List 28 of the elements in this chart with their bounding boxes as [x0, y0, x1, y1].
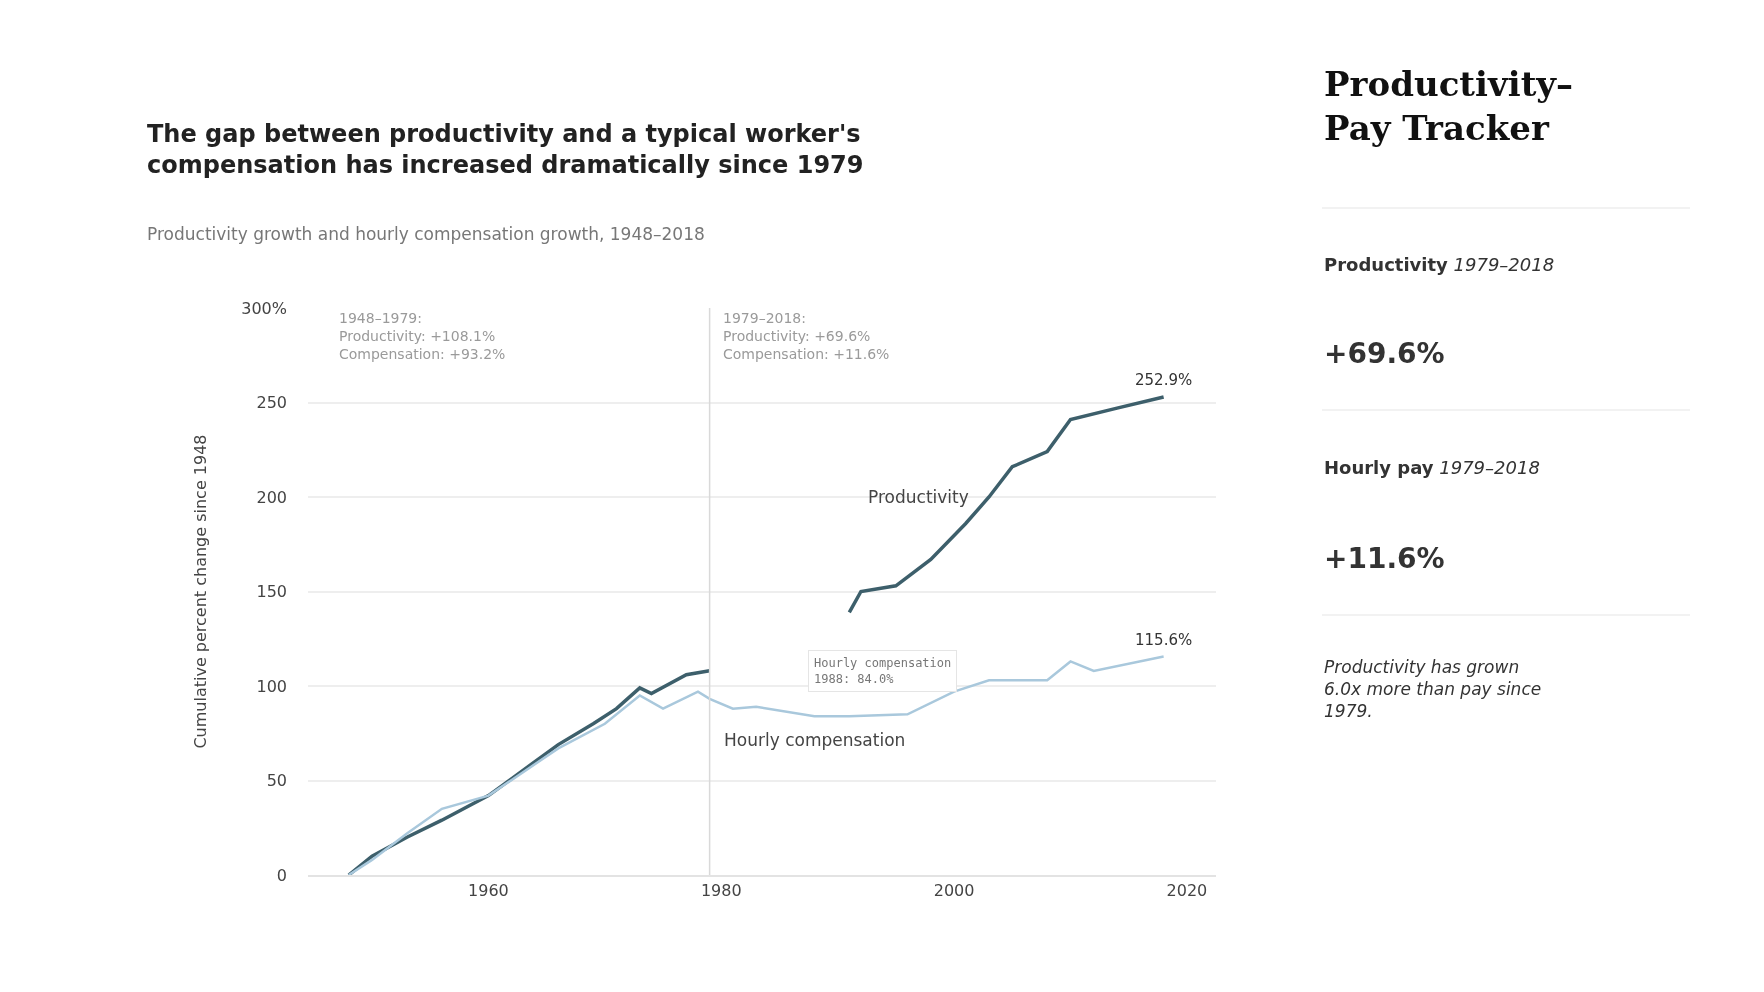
series-label: Productivity — [868, 487, 969, 507]
y-tick-label: 250 — [256, 393, 287, 413]
x-tick-label: 2020 — [1166, 881, 1208, 901]
y-tick-label: 200 — [256, 487, 287, 507]
annotation: 1979–2018: Productivity: +69.6% Compensation: +11.6% — [723, 310, 890, 363]
y-axis-title: Cumulative percent change since 1948 — [191, 434, 211, 749]
y-tick-label: 300% — [241, 298, 287, 318]
y-tick-label: 100 — [256, 676, 287, 696]
data-label: 115.6% — [1135, 631, 1193, 649]
data-label: 252.9% — [1135, 371, 1193, 389]
x-tick-label: 2000 — [933, 881, 975, 901]
x-tick-label: 1960 — [468, 881, 509, 901]
text: Productivity has grown 6.0x more than pay since 1979. — [1324, 657, 1542, 722]
series-label: Hourly compensation — [724, 730, 906, 750]
text: +69.6% — [1324, 337, 1445, 370]
x-tick-label: 1980 — [700, 881, 742, 901]
y-tick-label: 0 — [276, 865, 287, 885]
y-tick-label: 50 — [266, 771, 287, 791]
chart-title: The gap between productivity and a typical worker's compensation has increased dramatically since 1979 — [147, 120, 864, 180]
annotation: Hourly compensation 1988: 84.0% — [814, 656, 952, 686]
line-series — [347, 655, 1165, 875]
text: Hourly pay 1979–2018 — [1324, 457, 1540, 478]
annotation: 1948–1979: Productivity: +108.1% Compensation: +93.2% — [339, 310, 506, 363]
text: Productivity 1979–2018 — [1324, 254, 1555, 275]
text: Productivity–Pay Tracker — [1324, 64, 1574, 149]
y-tick-label: 150 — [256, 582, 287, 602]
text: +11.6% — [1324, 542, 1445, 575]
chart-subtitle: Productivity growth and hourly compensation growth, 1948–2018 — [147, 224, 705, 244]
